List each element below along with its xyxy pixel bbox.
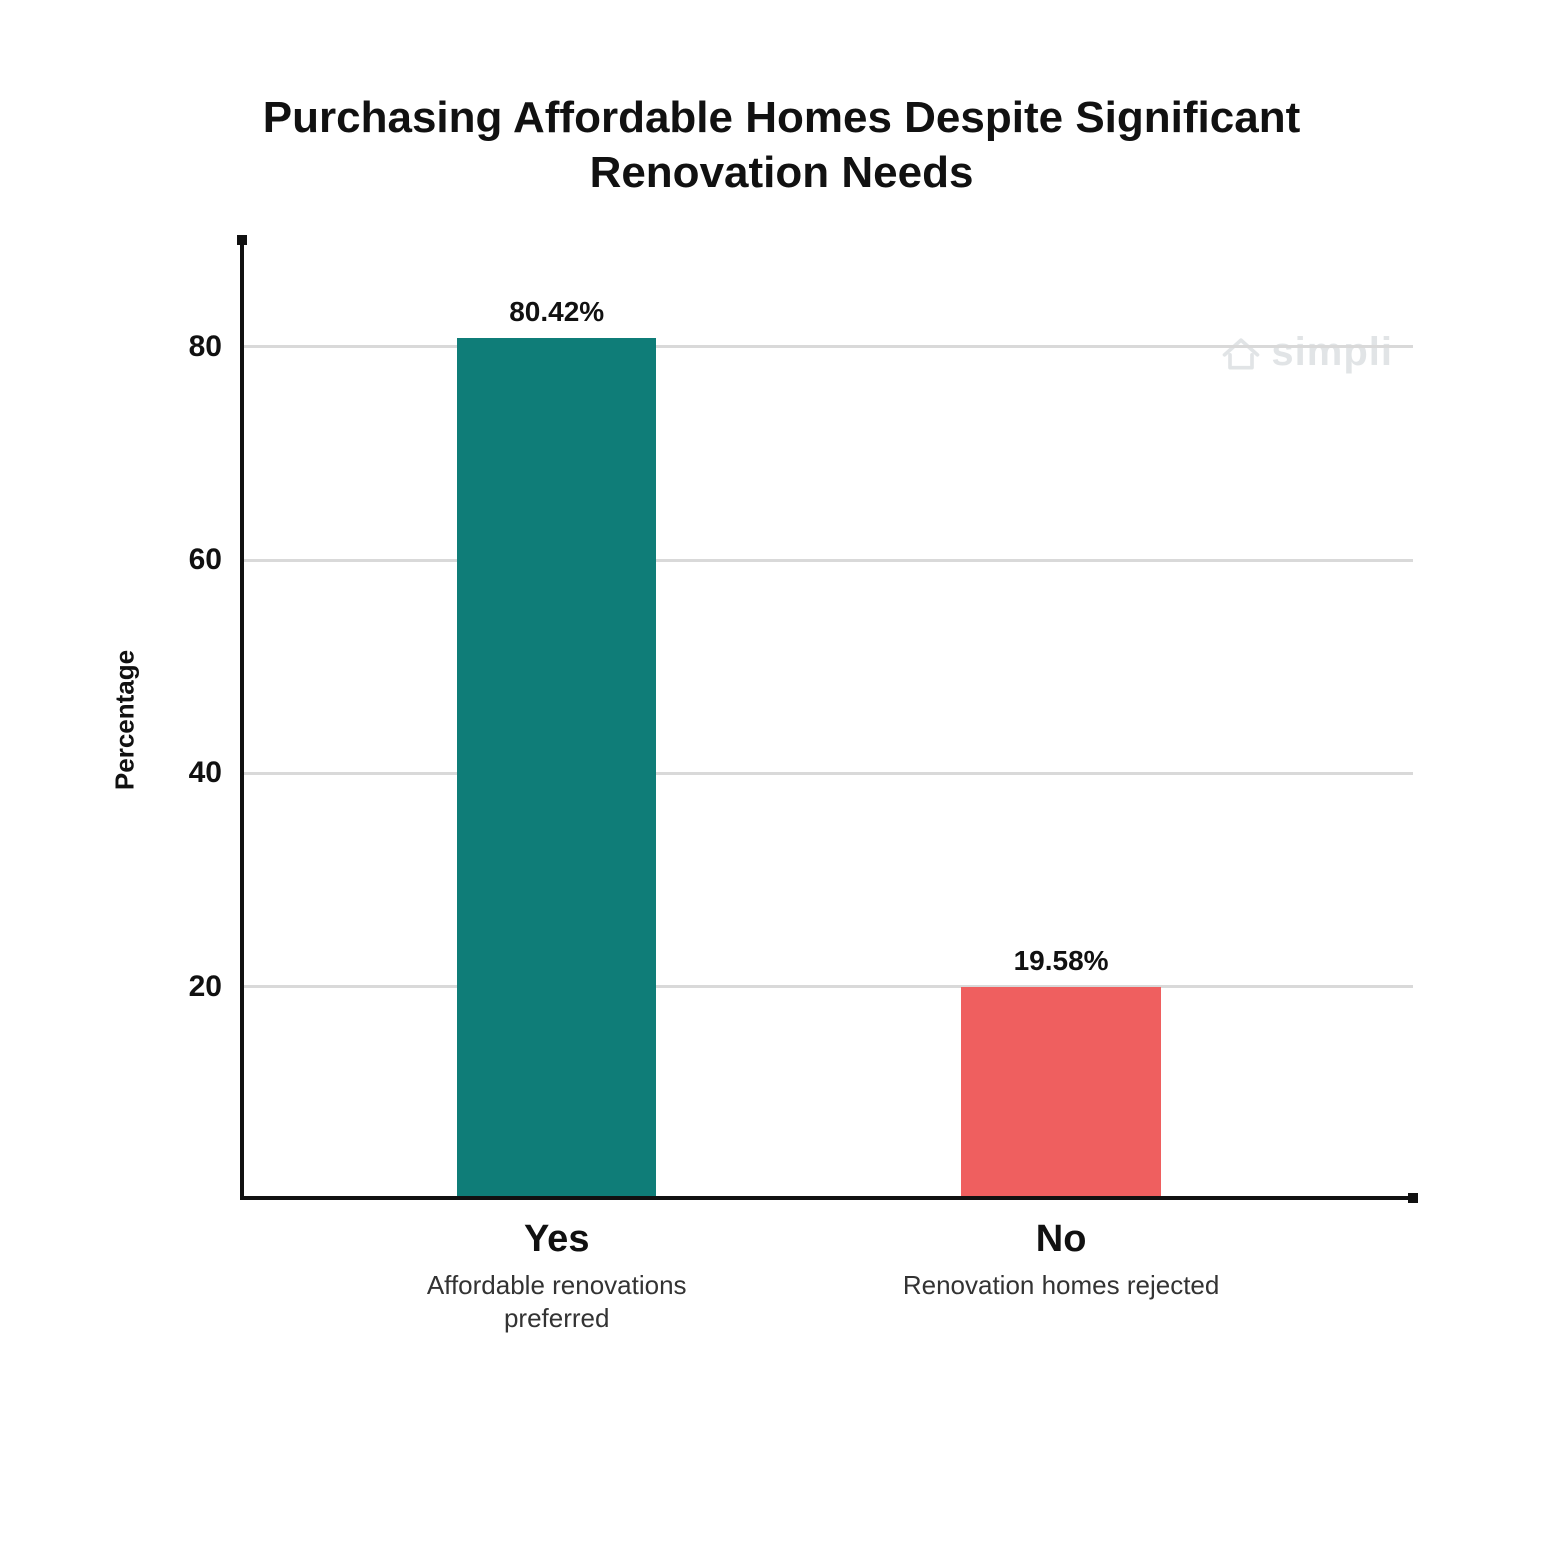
bar-value-label-yes: 80.42% xyxy=(509,296,604,338)
x-category-label-yes: Yes xyxy=(387,1218,727,1261)
gridline xyxy=(240,559,1413,562)
x-category-label-no: No xyxy=(891,1218,1231,1261)
y-axis-line xyxy=(240,240,244,1200)
bar-no: 19.58% xyxy=(961,987,1160,1196)
bar-value-label-no: 19.58% xyxy=(1014,945,1109,987)
x-category-no: No Renovation homes rejected xyxy=(891,1218,1231,1302)
x-axis-labels: Yes Affordable renovations preferred No Ren… xyxy=(240,1200,1413,1370)
house-icon xyxy=(1219,331,1263,375)
gridline xyxy=(240,345,1413,348)
bar-yes: 80.42% xyxy=(457,338,656,1196)
y-tick-label: 20 xyxy=(189,970,240,1004)
y-axis-label: Percentage xyxy=(110,650,141,790)
watermark-logo: simpli xyxy=(1219,330,1393,375)
plot-area: Percentage simpli 2040608080.42%19.58% xyxy=(240,240,1413,1200)
x-category-sublabel-yes: Affordable renovations preferred xyxy=(387,1269,727,1334)
gridline xyxy=(240,772,1413,775)
y-axis-cap-top xyxy=(237,235,247,245)
chart-title: Purchasing Affordable Homes Despite Sign… xyxy=(182,90,1382,200)
gridline xyxy=(240,985,1413,988)
x-category-yes: Yes Affordable renovations preferred xyxy=(387,1218,727,1334)
chart-container: Purchasing Affordable Homes Despite Sign… xyxy=(0,0,1563,1563)
x-category-sublabel-no: Renovation homes rejected xyxy=(891,1269,1231,1302)
watermark-text: simpli xyxy=(1271,330,1393,375)
y-tick-label: 60 xyxy=(189,543,240,577)
y-tick-label: 80 xyxy=(189,330,240,364)
y-tick-label: 40 xyxy=(189,756,240,790)
